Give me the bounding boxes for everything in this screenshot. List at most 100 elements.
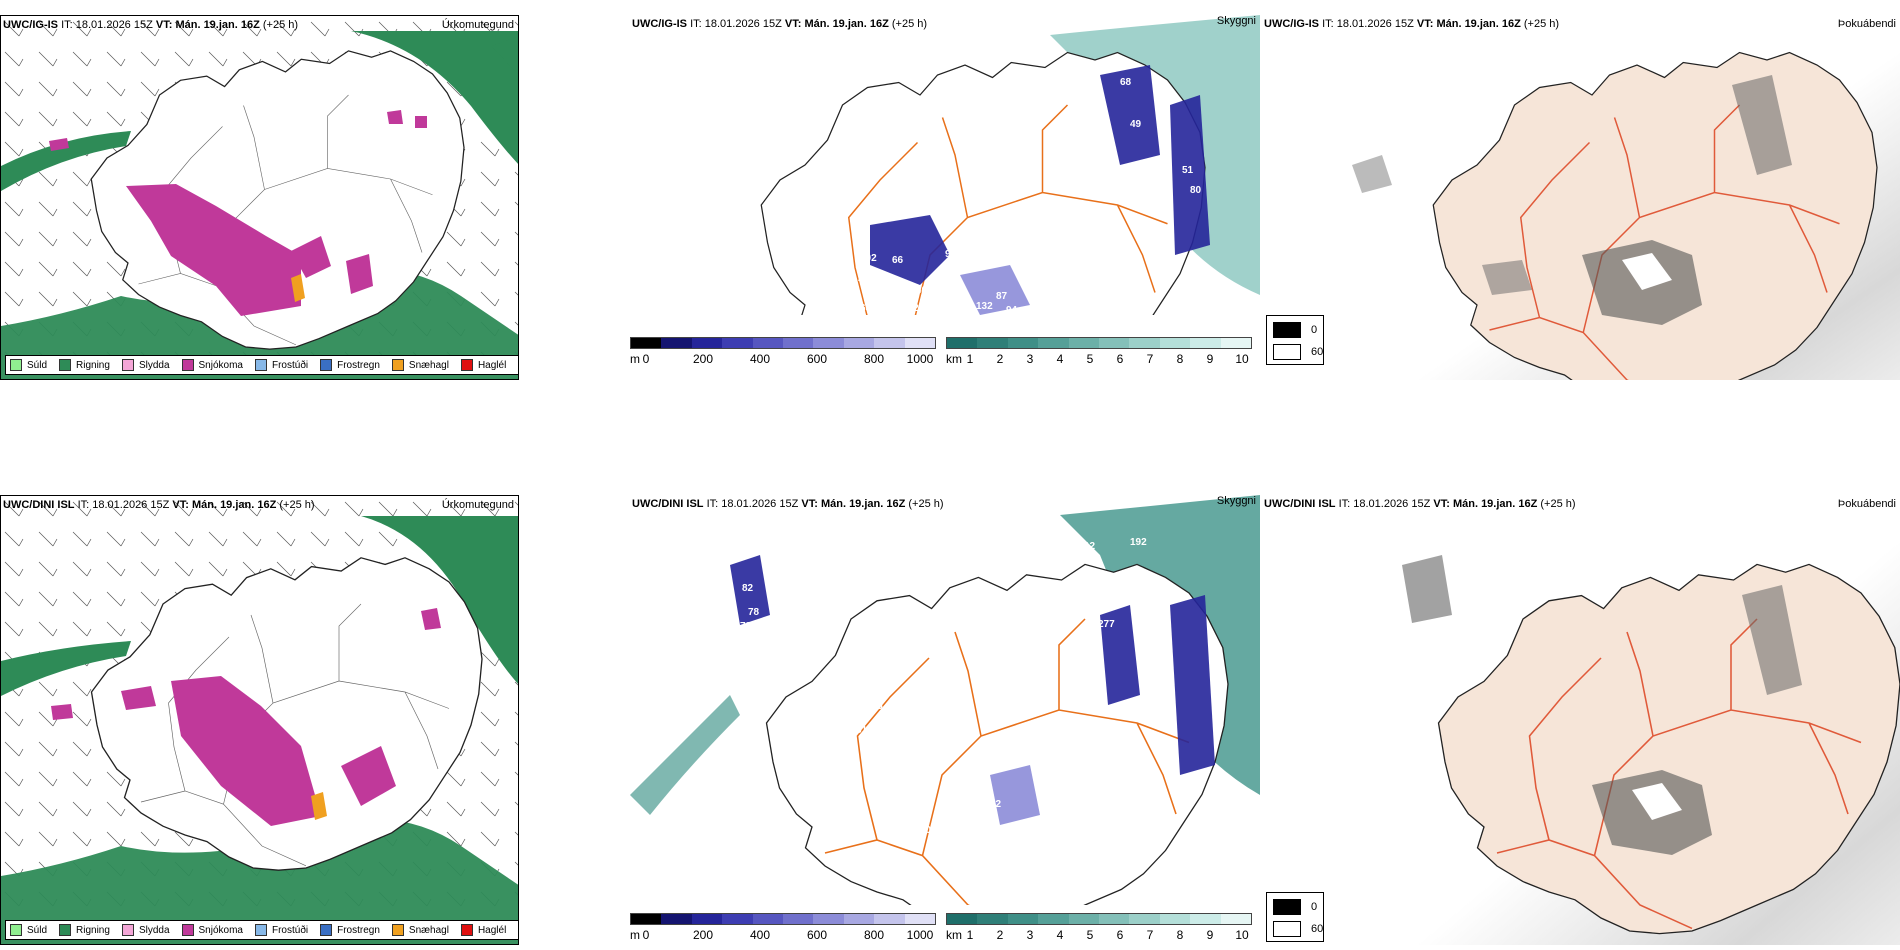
fog-legend-item: 0 [1273, 899, 1317, 915]
fog-swatch [1273, 899, 1301, 915]
legend-swatch [59, 924, 72, 936]
visibility-tick: 6 [1116, 928, 1124, 942]
ceiling-label: 66 [892, 255, 904, 266]
panel-header: UWC/DINI ISL IT: 18.01.2026 15Z VT: Mán.… [632, 498, 944, 510]
ceiling-label: 94 [1006, 305, 1018, 316]
visibility-unit: km [946, 352, 962, 366]
panel-title: Skyggni [1216, 495, 1256, 507]
visibility-map-row2 [630, 495, 1260, 905]
ceiling-label: 83 [1070, 745, 1082, 756]
legend-item: Slydda [121, 924, 170, 936]
ceiling-label: 87 [996, 291, 1008, 302]
ceiling-label: 209 [858, 273, 875, 284]
legend-item: Rigning [59, 924, 110, 936]
legend-swatch [391, 924, 404, 936]
panel-title: Úrkomutegund [441, 19, 514, 31]
ceiling-label: 102 [902, 303, 919, 314]
precip-legend: Súld Rigning Slydda Snjókoma Frostúði Fr… [5, 920, 518, 940]
panel-header: UWC/IG-IS IT: 18.01.2026 15Z VT: Mán. 19… [1264, 18, 1560, 30]
legend-swatch [254, 359, 267, 371]
visibility-tick: 3 [1026, 352, 1034, 366]
legend-swatch [320, 924, 333, 936]
legend-item: Haglél [460, 924, 506, 936]
ceiling-label: 403 [942, 697, 959, 708]
visibility-panel-row1: UWC/IG-IS IT: 18.01.2026 15Z VT: Mán. 19… [630, 15, 1260, 380]
ceiling-label: 82 [990, 799, 1002, 810]
legend-swatch [391, 359, 404, 371]
ceiling-label: 202 [860, 253, 877, 264]
ceiling-label: 82 [742, 583, 754, 594]
fog-map-row2 [1362, 495, 1900, 945]
visibility-tick: 9 [1206, 928, 1214, 942]
ceiling-label: 68 [1120, 77, 1132, 88]
visibility-tick: 4 [1056, 928, 1064, 942]
legend-item: Frostúði [254, 924, 308, 936]
panel-title: Úrkomutegund [441, 499, 514, 511]
legend-item: Snjókoma [181, 359, 243, 371]
fog-legend-item: 60 [1273, 344, 1323, 360]
precip-map-row1 [1, 16, 518, 379]
legend-swatch [121, 359, 134, 371]
ceiling-label: 70 [876, 719, 888, 730]
ceiling-label: 154 [1058, 287, 1075, 298]
legend-item: Snæhagl [391, 359, 449, 371]
visibility-tick: 8 [1176, 928, 1184, 942]
visibility-tick: 5 [1086, 928, 1094, 942]
ceiling-label: 157 [1062, 761, 1079, 772]
fog-panel-row1: UWC/IG-IS IT: 18.01.2026 15Z VT: Mán. 19… [1262, 15, 1900, 380]
legend-item: Frostregn [320, 924, 380, 936]
panel-header: UWC/IG-IS IT: 18.01.2026 15Z VT: Mán. 19… [632, 18, 928, 30]
ceiling-label: 191 [928, 715, 945, 726]
visibility-tick: 1 [966, 928, 974, 942]
ceiling-tick: 1000 [906, 352, 934, 366]
fog-legend-item: 60 [1273, 921, 1323, 937]
legend-item: Snæhagl [391, 924, 449, 936]
ceiling-label: 89 [1102, 161, 1114, 172]
legend-item: Súld [10, 359, 47, 371]
legend-swatch [121, 924, 134, 936]
fog-swatch [1273, 921, 1301, 937]
fog-map-row1 [1352, 15, 1900, 380]
ceiling-label: 73 [740, 621, 752, 632]
legend-swatch [181, 359, 194, 371]
ceiling-tick: 800 [863, 928, 885, 942]
panel-title: Þokuábendi [1837, 498, 1896, 510]
precip-panel-row1: UWC/IG-IS IT: 18.01.2026 15Z VT: Mán. 19… [0, 15, 519, 380]
legend-swatch [181, 924, 194, 936]
precip-panel-row2: UWC/DINI ISL IT: 18.01.2026 15Z VT: Mán.… [0, 495, 519, 945]
ceiling-tick: 200 [692, 352, 714, 366]
ceiling-label: 62 [808, 305, 820, 316]
fog-legend: 0 60 [1266, 892, 1324, 942]
visibility-tick: 7 [1146, 928, 1154, 942]
visibility-map-row1 [760, 15, 1260, 315]
legend-swatch [10, 924, 22, 936]
ceiling-label-group: 137 68 84 49 126 89 51 80 202 66 95 209 … [630, 15, 1260, 316]
legend-item: Slydda [121, 359, 170, 371]
ceiling-colorbar: m 0 200 400 600 800 1000 [630, 337, 940, 371]
visibility-panel-row2: UWC/DINI ISL IT: 18.01.2026 15Z VT: Mán.… [630, 495, 1260, 945]
ceiling-tick: 1000 [906, 928, 934, 942]
ceiling-tick: 600 [806, 352, 828, 366]
visibility-tick: 8 [1176, 352, 1184, 366]
legend-swatch [320, 359, 333, 371]
visibility-colorbar: km 1 2 3 4 5 6 7 8 9 10 [946, 337, 1256, 371]
ceiling-unit: m [630, 928, 640, 942]
legend-swatch [59, 359, 72, 371]
ceiling-label: 291 [902, 693, 919, 704]
ceiling-label: 277 [1098, 619, 1115, 630]
precip-legend: Súld Rigning Slydda Snjókoma Frostúði Fr… [5, 355, 518, 375]
legend-item: Rigning [59, 359, 110, 371]
panel-title: Þokuábendi [1837, 18, 1896, 30]
ceiling-label: 81 [856, 725, 868, 736]
legend-swatch [460, 359, 473, 371]
visibility-colorbar: km 1 2 3 4 5 6 7 8 9 10 [946, 913, 1256, 945]
visibility-tick: 4 [1056, 352, 1064, 366]
ceiling-label: 80 [1190, 185, 1202, 196]
fog-legend: 0 60 [1266, 315, 1324, 365]
panel-header: UWC/DINI ISL IT: 18.01.2026 15Z VT: Mán.… [1264, 498, 1576, 510]
ceiling-label: 40 [906, 867, 918, 878]
ceiling-tick: 600 [806, 928, 828, 942]
legend-swatch [10, 359, 22, 371]
visibility-unit: km [946, 928, 962, 942]
visibility-tick: 5 [1086, 352, 1094, 366]
